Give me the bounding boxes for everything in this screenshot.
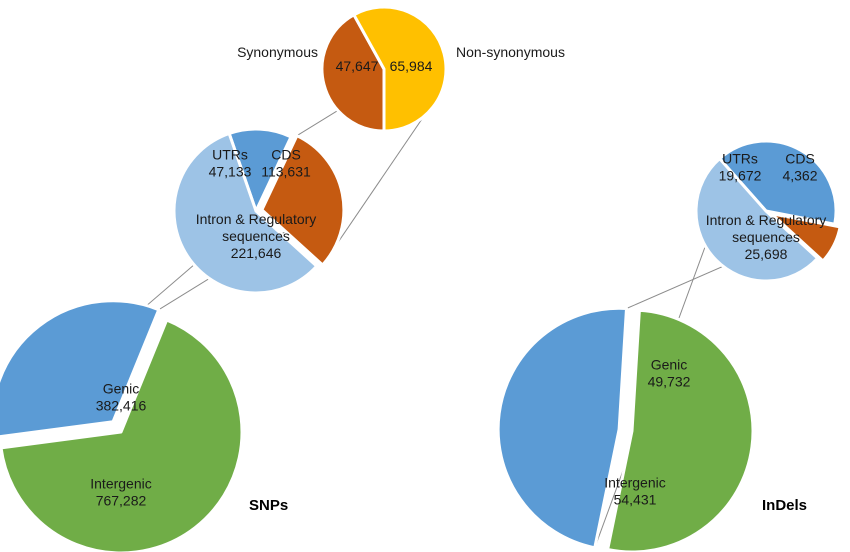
indel-genic-intron-regulatory-sequences-value: 25,698 — [745, 246, 788, 262]
snp-outer-pie — [0, 299, 244, 552]
indel-genic-slice-intron-regulatory-sequences — [694, 157, 820, 283]
snp-cds-synonymous-value: 47,647 — [336, 58, 379, 74]
snp-outer-intergenic-label: Intergenic — [90, 476, 151, 492]
indel-genic-intron-regulatory-sequences-label: Intron & Regulatory — [706, 212, 827, 228]
snp-cds-synonymous-label: Synonymous — [237, 44, 318, 60]
snp-cds-non-synonymous-label: Non-synonymous — [456, 44, 565, 60]
snp-outer-genic-value: 382,416 — [96, 398, 147, 414]
snp-genic-intron-regulatory-sequences-value: 221,646 — [231, 245, 282, 261]
indel-genic-slice-utrs — [718, 139, 838, 226]
indel-genic-cds-value: 4,362 — [782, 168, 817, 184]
indel-outer-genic-value: 49,732 — [648, 374, 691, 390]
snp-genic-intron-regulatory-sequences-label: Intron & Regulatory — [196, 211, 317, 227]
snp-genic-slice-cds — [260, 134, 346, 267]
snp-genic-cds-label: CDS — [271, 147, 301, 163]
chart-labels: Intergenic767,282Genic382,416UTRs47,133C… — [90, 44, 826, 514]
snp-genic-slice-intron-regulatory-sequences — [172, 132, 319, 295]
indel-outer-slice-genic — [496, 306, 628, 550]
indel-genic-utrs-label: UTRs — [722, 151, 758, 167]
snp-outer-slice-intergenic — [0, 318, 244, 552]
snp-genic-utrs-label: UTRs — [212, 147, 248, 163]
indel-genic-intron-regulatory-sequences-label-1: sequences — [732, 229, 800, 245]
indel-genic-utrs-value: 19,672 — [719, 168, 762, 184]
snp-cds-non-synonymous-value: 65,984 — [390, 58, 433, 74]
connector-snp-cds-a — [296, 110, 339, 137]
snp-outer-genic-label: Genic — [103, 381, 140, 397]
indel-genic-slice-cds — [769, 212, 842, 263]
indel-outer-title: InDels — [762, 497, 807, 514]
snp-cds-pie — [320, 5, 448, 133]
snp-outer-title: SNPs — [249, 497, 288, 514]
snp-genic-cds-value: 113,631 — [261, 164, 311, 180]
snp-outer-slice-genic — [0, 299, 161, 439]
indel-outer-intergenic-value: 54,431 — [614, 492, 657, 508]
pie-charts — [0, 5, 842, 552]
snp-cds-slice-non-synonymous — [352, 5, 448, 133]
indel-outer-slice-intergenic — [606, 308, 755, 552]
indel-outer-intergenic-label: Intergenic — [604, 475, 665, 491]
indel-outer-pie — [496, 306, 755, 552]
snp-genic-pie — [172, 127, 346, 295]
indel-genic-cds-label: CDS — [785, 151, 815, 167]
indel-outer-genic-label: Genic — [651, 357, 688, 373]
snp-outer-intergenic-value: 767,282 — [96, 493, 147, 509]
snp-genic-utrs-value: 47,133 — [209, 164, 252, 180]
snp-genic-intron-regulatory-sequences-label-1: sequences — [222, 228, 290, 244]
indel-genic-pie — [694, 139, 842, 283]
